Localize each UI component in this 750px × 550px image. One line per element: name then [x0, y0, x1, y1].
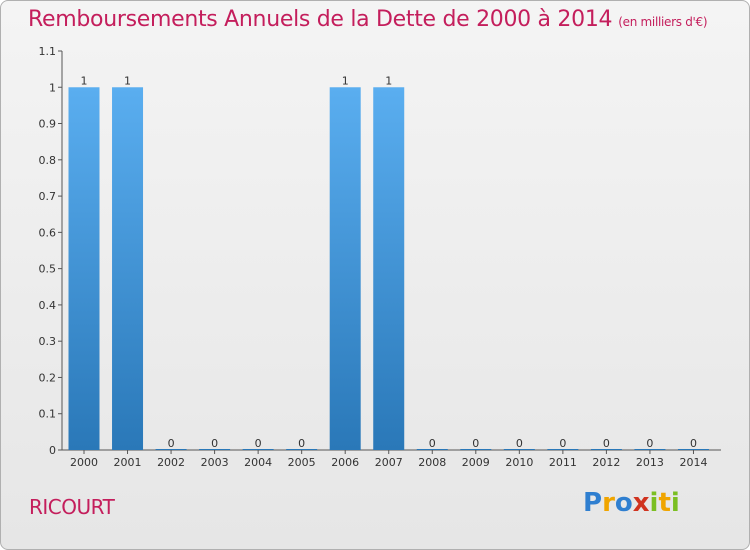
- y-tick-label: 1: [49, 81, 56, 94]
- data-label: 0: [255, 437, 262, 450]
- x-tick-label: 2009: [462, 456, 490, 469]
- x-tick-label: 2008: [418, 456, 446, 469]
- data-label: 1: [124, 74, 131, 87]
- bar: [590, 449, 622, 450]
- data-label: 1: [342, 74, 349, 87]
- data-label: 0: [298, 437, 305, 450]
- data-label: 0: [429, 437, 436, 450]
- y-tick-label: 0: [49, 444, 56, 457]
- x-tick-label: 2011: [549, 456, 577, 469]
- y-tick-label: 0.9: [39, 118, 57, 131]
- x-tick-label: 2012: [592, 456, 620, 469]
- bar: [155, 449, 187, 450]
- commune-name: RICOURT: [29, 495, 115, 519]
- bar: [677, 449, 709, 450]
- data-label: 0: [168, 437, 175, 450]
- y-tick-label: 0.7: [39, 190, 57, 203]
- bar: [503, 449, 535, 450]
- x-tick-label: 2001: [114, 456, 142, 469]
- bar: [242, 449, 274, 450]
- x-tick-label: 2014: [679, 456, 707, 469]
- bar: [199, 449, 231, 450]
- x-tick-label: 2003: [201, 456, 229, 469]
- data-label: 0: [646, 437, 653, 450]
- chart-title: Remboursements Annuels de la Dette de 20…: [28, 7, 708, 32]
- y-tick-label: 0.1: [39, 408, 57, 421]
- data-label: 0: [559, 437, 566, 450]
- title-text: Remboursements Annuels de la Dette de 20…: [28, 7, 613, 32]
- data-label: 0: [690, 437, 697, 450]
- x-tick-label: 2000: [70, 456, 98, 469]
- data-label: 0: [603, 437, 610, 450]
- bar: [634, 449, 666, 450]
- x-tick-label: 2004: [244, 456, 272, 469]
- data-label: 1: [81, 74, 88, 87]
- bar: [460, 449, 492, 450]
- bar: [68, 87, 100, 450]
- x-tick-label: 2007: [375, 456, 403, 469]
- bar: [329, 87, 361, 450]
- y-tick-label: 0.5: [39, 263, 57, 276]
- y-tick-label: 0.2: [39, 371, 57, 384]
- y-tick-label: 0.6: [39, 226, 57, 239]
- data-label: 0: [211, 437, 218, 450]
- y-tick-label: 0.3: [39, 335, 57, 348]
- bar: [112, 87, 144, 450]
- data-label: 1: [385, 74, 392, 87]
- bar: [547, 449, 579, 450]
- bar: [286, 449, 318, 450]
- data-label: 0: [472, 437, 479, 450]
- title-unit: (en milliers d'€): [618, 15, 708, 29]
- proxiti-logo: Proxiti: [583, 488, 680, 518]
- y-tick-label: 0.8: [39, 154, 57, 167]
- x-tick-label: 2013: [636, 456, 664, 469]
- bar: [416, 449, 448, 450]
- data-label: 0: [516, 437, 523, 450]
- x-tick-label: 2002: [157, 456, 185, 469]
- x-tick-label: 2005: [288, 456, 316, 469]
- x-tick-label: 2006: [331, 456, 359, 469]
- y-tick-label: 0.4: [39, 299, 57, 312]
- bar: [373, 87, 405, 450]
- x-tick-label: 2010: [505, 456, 533, 469]
- y-tick-label: 1.1: [39, 45, 57, 58]
